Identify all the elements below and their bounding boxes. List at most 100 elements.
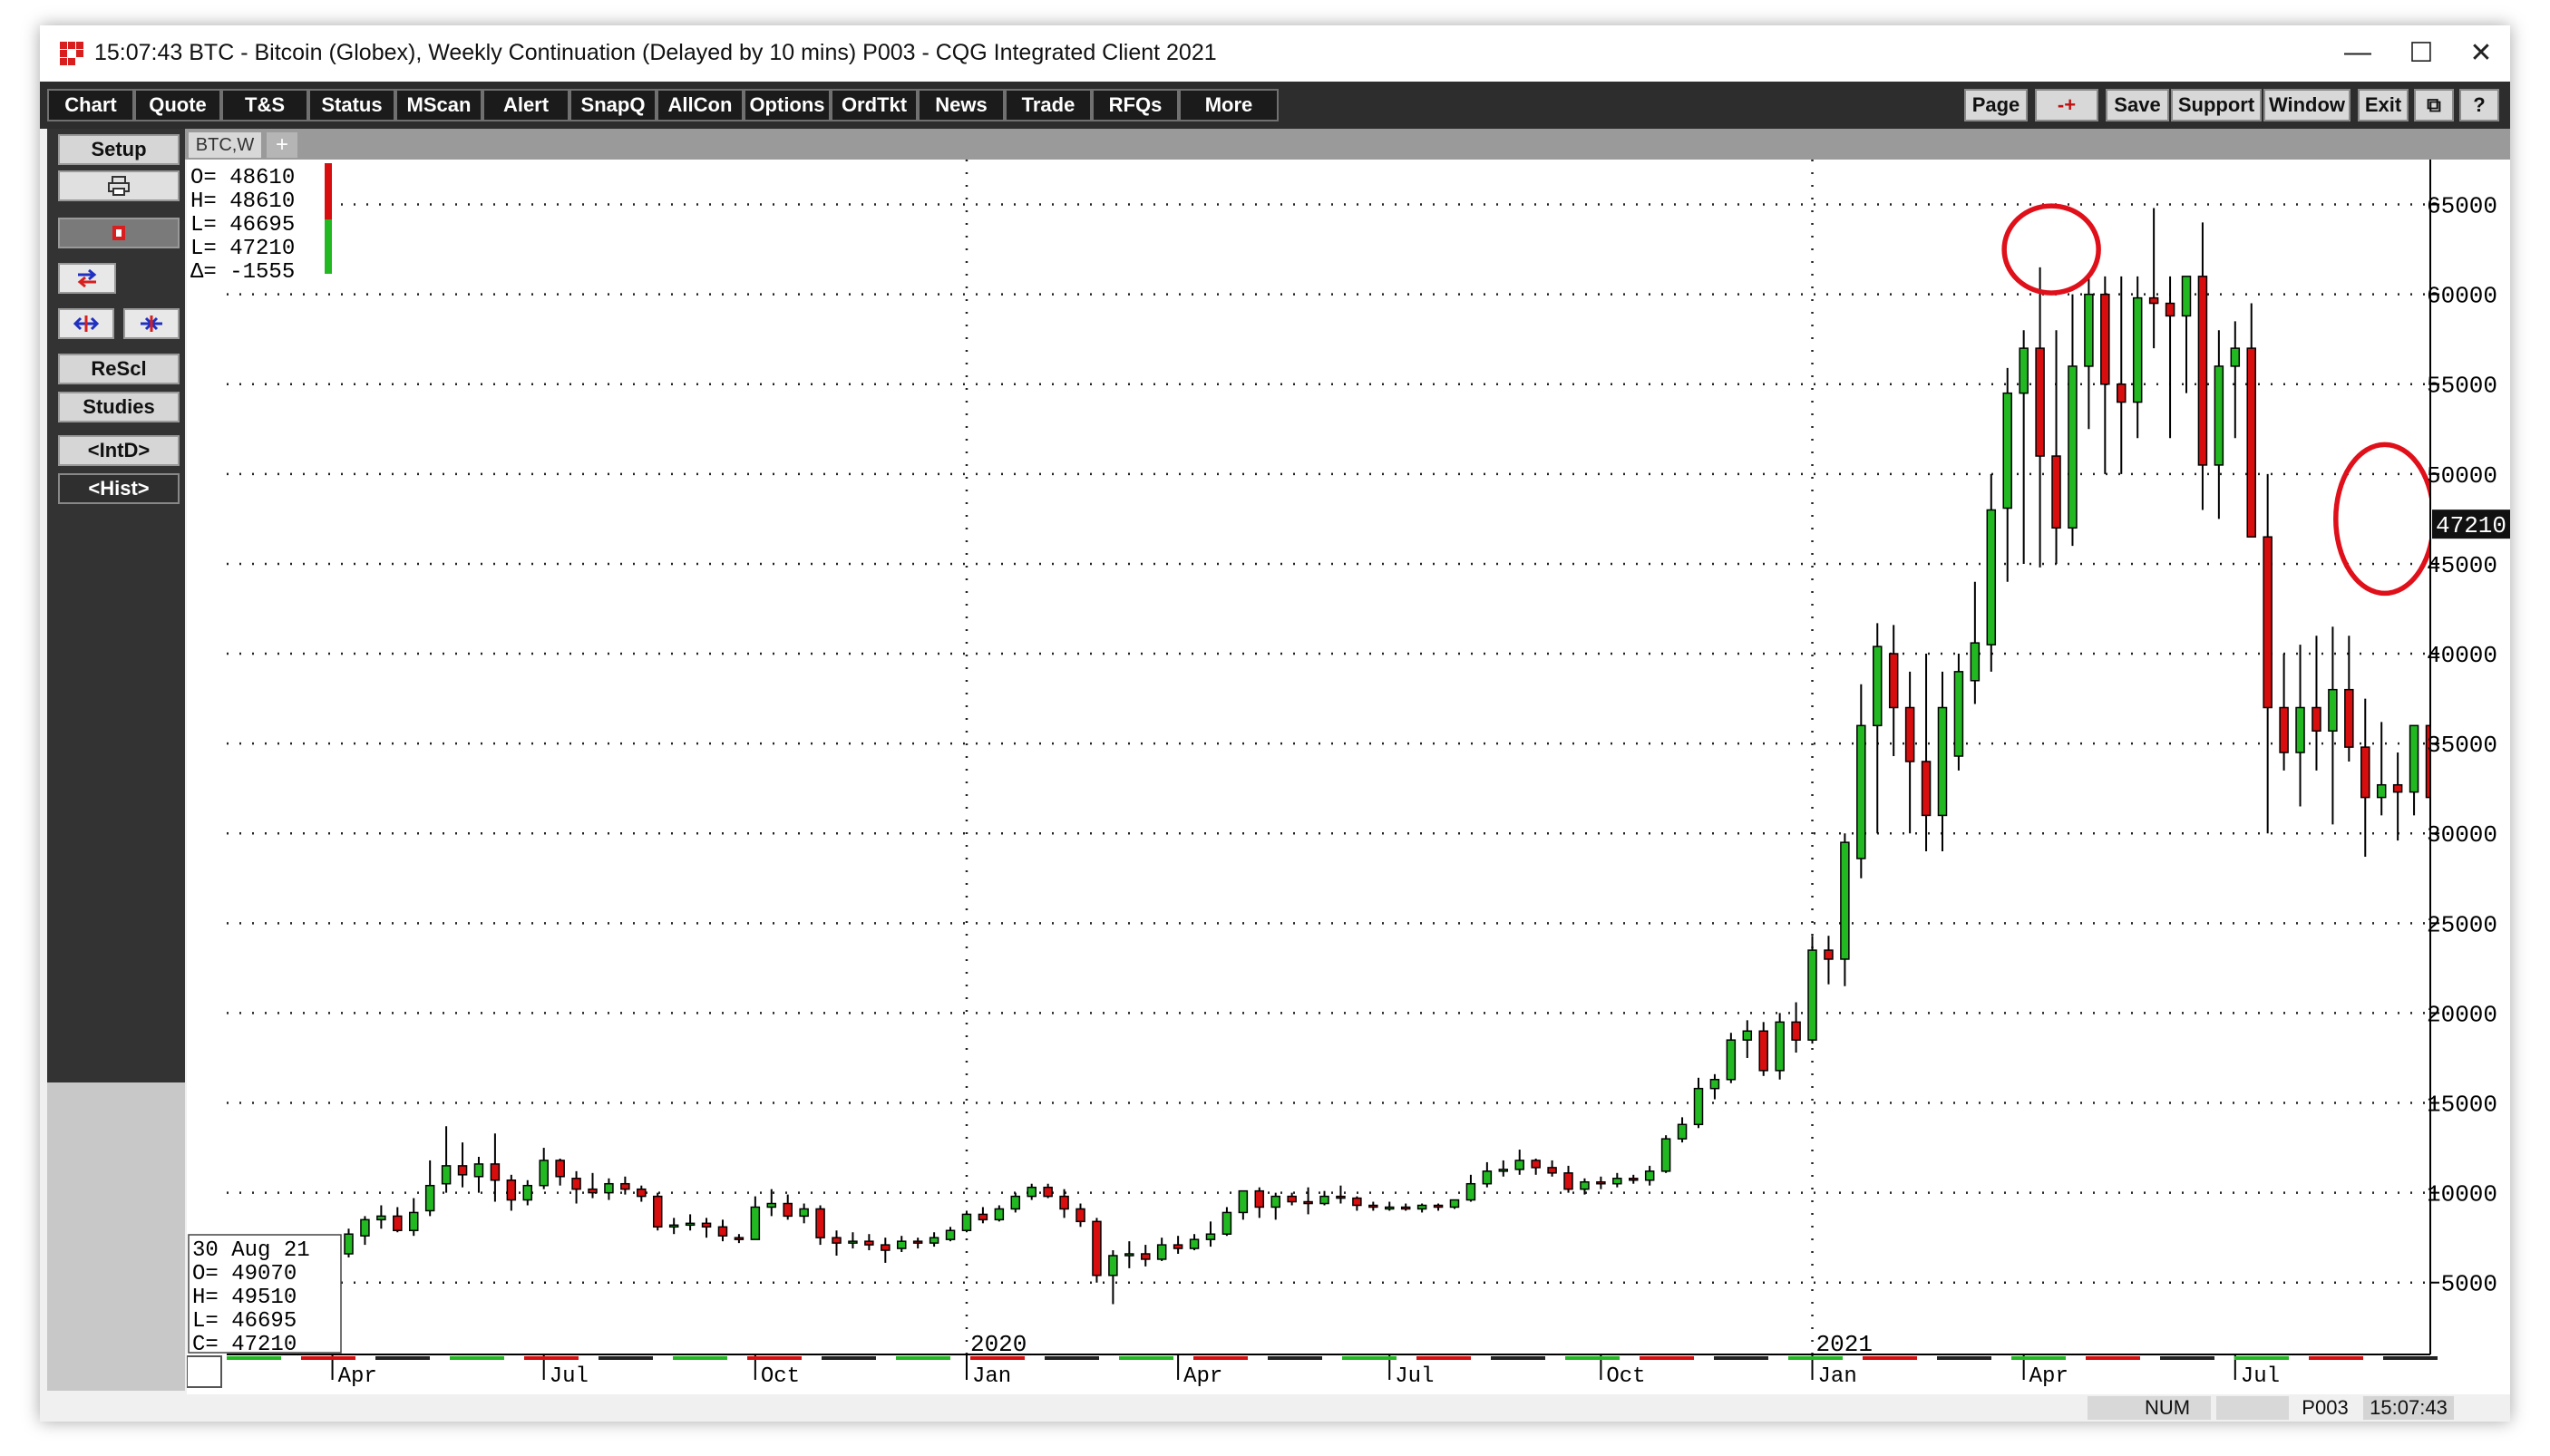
page-stepper-button[interactable]: -+ [2035, 89, 2098, 121]
exit-button[interactable]: Exit [2358, 89, 2409, 121]
candle-body [1888, 653, 1899, 709]
toolbar-snapq-button[interactable]: SnapQ [569, 89, 657, 121]
swap-arrows-icon[interactable] [58, 263, 116, 294]
candle [1888, 625, 1899, 757]
candle [2376, 722, 2387, 816]
x-axis-strip-mark [1640, 1356, 1694, 1360]
cursor-mode-icon[interactable] [58, 218, 180, 248]
candle-body [1027, 1186, 1037, 1198]
candle [734, 1234, 745, 1244]
candle-body [945, 1229, 956, 1240]
candle-body [2344, 688, 2354, 748]
candle-body [393, 1215, 403, 1231]
candle-body [783, 1202, 793, 1218]
rescale-button[interactable]: ReScl [58, 354, 180, 384]
candle-body [506, 1179, 517, 1201]
candle-body [1108, 1255, 1118, 1276]
candle [1059, 1189, 1069, 1218]
candle [668, 1218, 679, 1235]
toolbar-trade-button[interactable]: Trade [1005, 89, 1092, 121]
candle [1791, 1002, 1801, 1053]
candle [2197, 222, 2208, 510]
maximize-button[interactable]: ☐ [2409, 37, 2434, 68]
setup-button[interactable]: Setup [58, 134, 180, 165]
candle [1303, 1187, 1313, 1215]
close-button[interactable]: ✕ [2469, 37, 2493, 68]
historical-button[interactable]: <Hist> [58, 473, 180, 504]
candle-body [1221, 1211, 1232, 1235]
candle [2165, 276, 2175, 439]
toolbar-chart-button[interactable]: Chart [47, 89, 134, 121]
tab-btc-weekly[interactable]: BTC,W [189, 132, 261, 158]
toolbar-ts-button[interactable]: T&S [221, 89, 308, 121]
add-tab-button[interactable]: + [267, 132, 297, 158]
save-button[interactable]: Save [2106, 89, 2169, 121]
x-axis-strip-mark [822, 1356, 876, 1360]
candle-body [1970, 642, 1981, 682]
x-axis-strip-mark [1714, 1356, 1768, 1360]
candle-body [961, 1213, 972, 1231]
candle [2246, 303, 2256, 538]
candle-body [1010, 1195, 1021, 1210]
candle-body [555, 1160, 565, 1178]
candle-body [750, 1206, 761, 1240]
year-label: 2021 [1816, 1331, 1873, 1358]
candle [408, 1198, 419, 1237]
candle-body [1124, 1253, 1134, 1257]
candle [1156, 1238, 1167, 1261]
expand-icon[interactable] [58, 308, 114, 339]
candle [896, 1236, 907, 1253]
ohlc-bottom-line: L= 46695 [192, 1309, 297, 1334]
candle-body [864, 1240, 874, 1246]
candle [864, 1234, 874, 1251]
candle-body [1287, 1195, 1297, 1203]
studies-button[interactable]: Studies [58, 392, 180, 422]
toolbar-quote-button[interactable]: Quote [134, 89, 221, 121]
candlestick-chart[interactable]: 5000 10000 15000 20000 25000 30000 35000 40000 4… [186, 160, 2549, 1394]
toolbar-ordtkt-button[interactable]: OrdTkt [831, 89, 918, 121]
minimize-button[interactable]: — [2344, 37, 2371, 67]
toolbar-options-button[interactable]: Options [744, 89, 831, 121]
window-button[interactable]: Window [2263, 89, 2350, 121]
toolbar-rfqs-button[interactable]: RFQs [1092, 89, 1179, 121]
page-button[interactable]: Page [1964, 89, 2028, 121]
corner-box [186, 1355, 222, 1388]
x-tick-label: Apr [338, 1364, 377, 1389]
candle-body [490, 1163, 501, 1181]
y-tick-label: 60000 [2427, 283, 2497, 310]
status-page: P003 [2302, 1396, 2349, 1419]
help-button[interactable]: ? [2459, 89, 2499, 121]
toolbar-news-button[interactable]: News [918, 89, 1005, 121]
intraday-button[interactable]: <IntD> [58, 435, 180, 466]
candle [1449, 1199, 1460, 1209]
toolbar-allcon-button[interactable]: AllCon [657, 89, 744, 121]
candle-body [929, 1237, 939, 1244]
chart-area[interactable]: 5000 10000 15000 20000 25000 30000 35000 40000 4… [186, 160, 2549, 1394]
support-button[interactable]: Support [2171, 89, 2262, 121]
candle [1254, 1187, 1265, 1218]
candle [2295, 645, 2305, 807]
toolbar-mscan-button[interactable]: MScan [395, 89, 482, 121]
candle-body [1368, 1204, 1378, 1208]
candle-body [1303, 1200, 1313, 1205]
restore-window-icon[interactable]: ⧉ [2414, 89, 2454, 121]
candle [1629, 1174, 1639, 1184]
y-tick-label: 30000 [2427, 821, 2497, 849]
candle-body [1775, 1021, 1785, 1072]
candle-body [1416, 1204, 1427, 1210]
compress-icon[interactable] [123, 308, 180, 339]
candle-body [912, 1240, 923, 1244]
candle-body [1840, 841, 1850, 960]
status-time: 15:07:43 [2363, 1396, 2454, 1420]
toolbar-status-button[interactable]: Status [308, 89, 395, 121]
x-axis-strip-mark [599, 1356, 653, 1360]
candle-body [588, 1188, 598, 1194]
toolbar-more-button[interactable]: More [1179, 89, 1279, 121]
candle-body [766, 1202, 777, 1208]
x-axis-strip-mark [1937, 1356, 1991, 1360]
print-icon[interactable] [58, 170, 180, 201]
candle-body [1075, 1208, 1085, 1223]
toolbar-alert-button[interactable]: Alert [482, 89, 569, 121]
candle [1531, 1158, 1541, 1175]
candle-body [344, 1233, 354, 1255]
